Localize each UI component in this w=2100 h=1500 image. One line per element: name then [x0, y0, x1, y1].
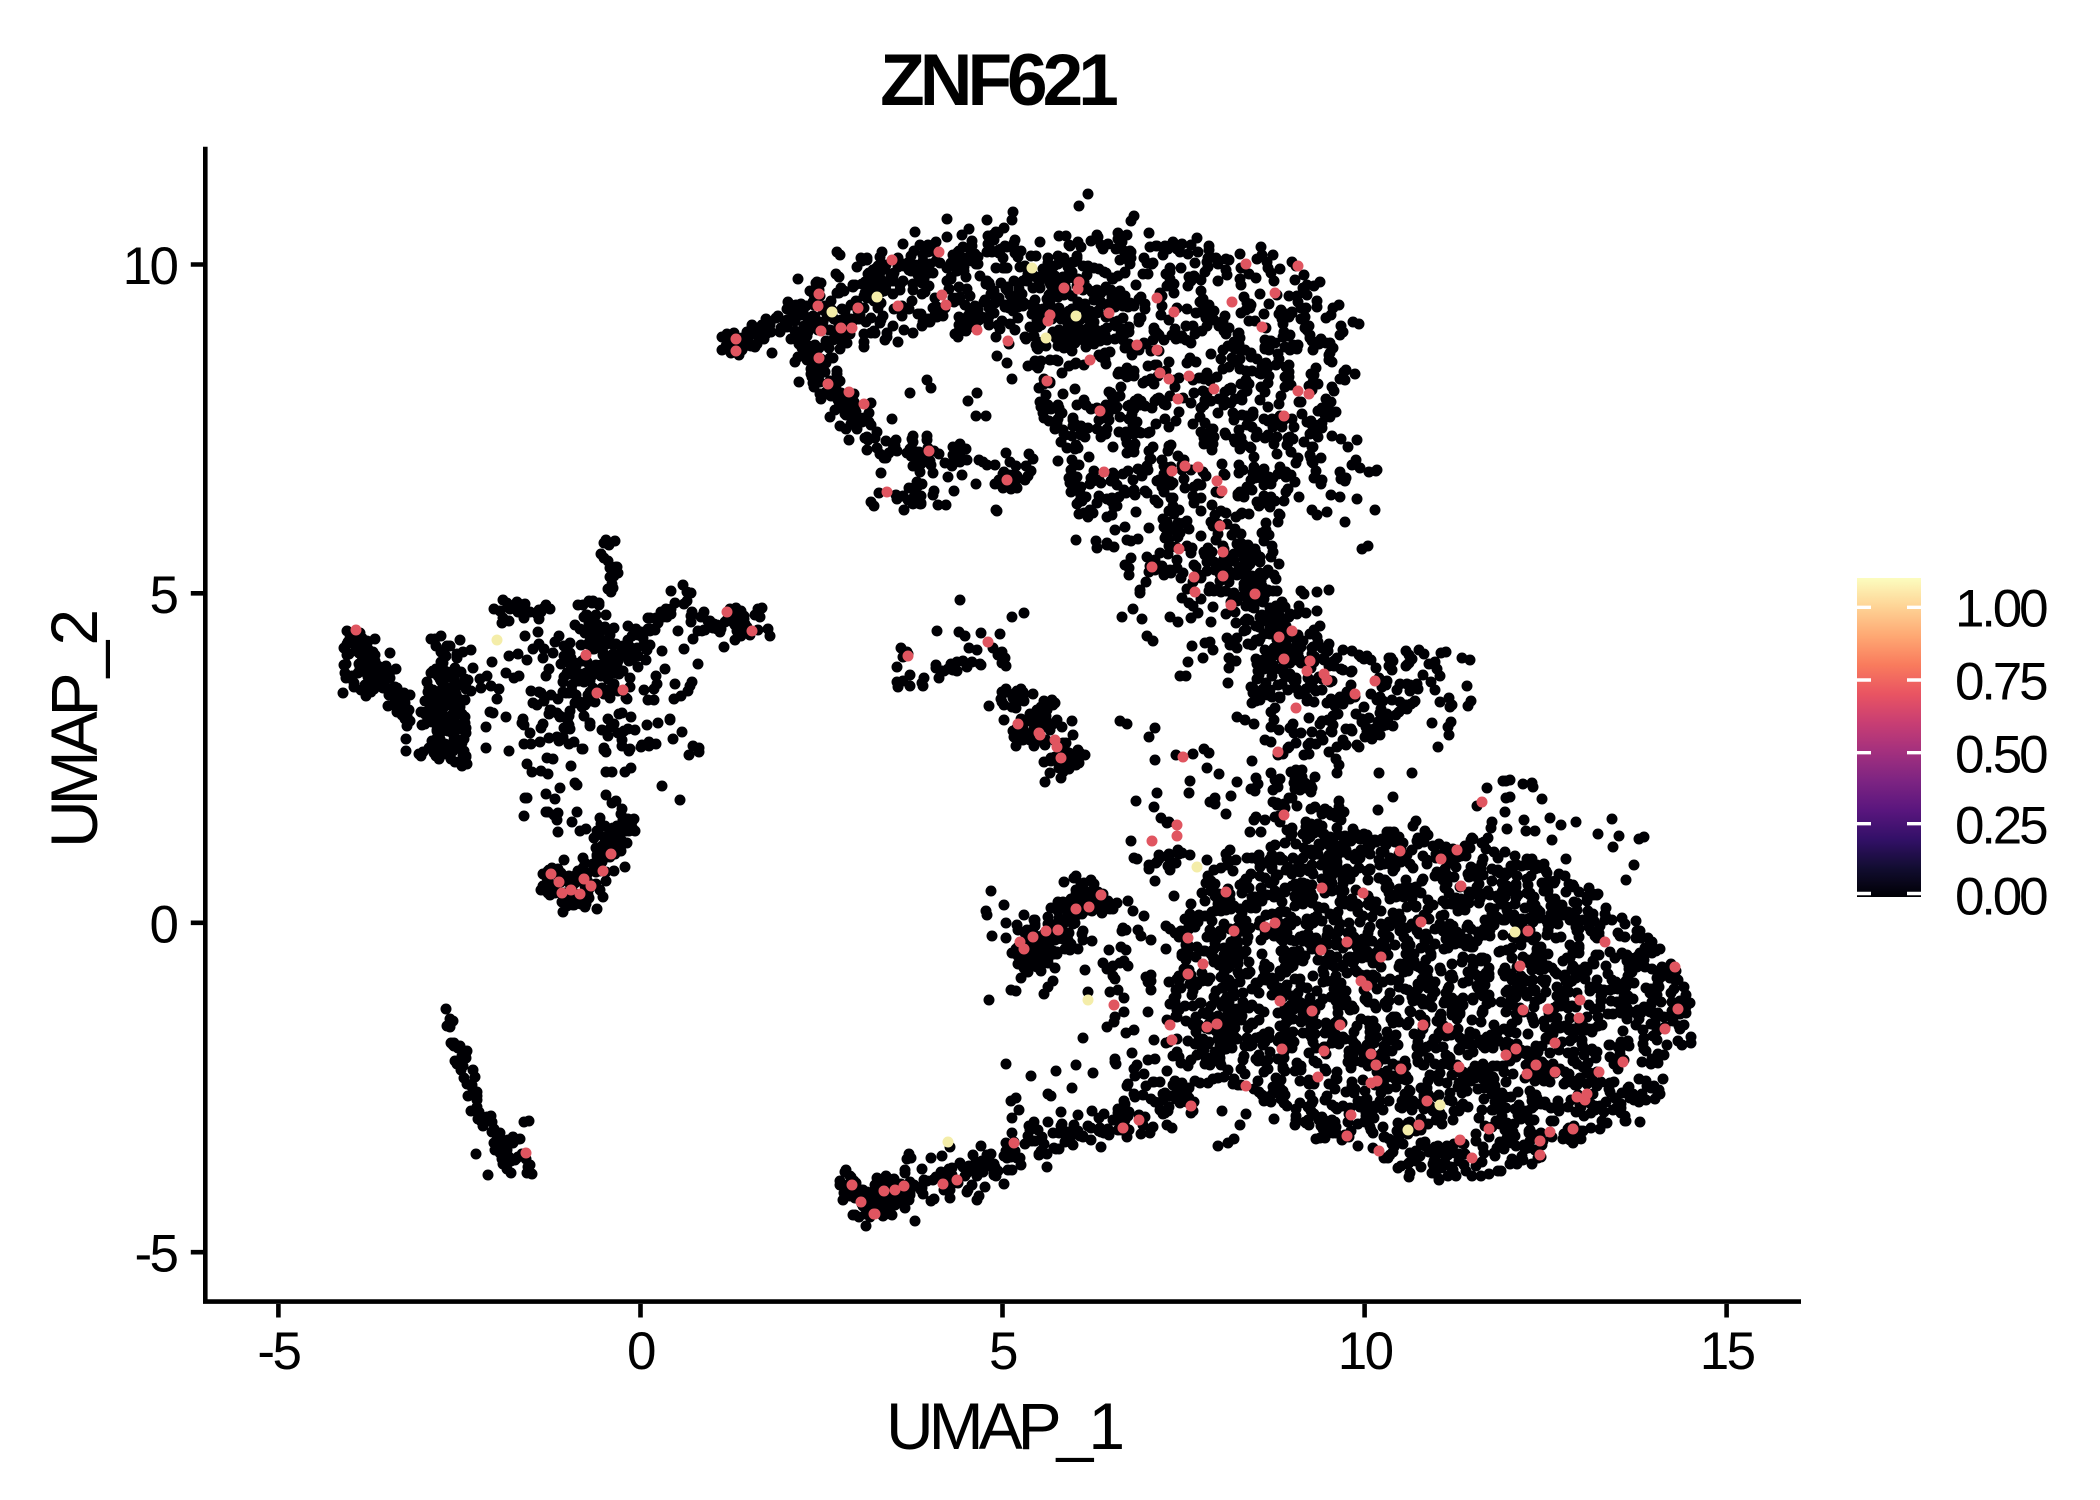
svg-text:0: 0	[627, 1322, 655, 1381]
svg-text:0.00: 0.00	[1955, 868, 2047, 927]
svg-text:15: 15	[1700, 1322, 1755, 1381]
svg-text:5: 5	[989, 1322, 1017, 1381]
svg-text:1.00: 1.00	[1955, 580, 2047, 639]
svg-text:10: 10	[123, 237, 178, 296]
svg-text:10: 10	[1338, 1322, 1393, 1381]
svg-text:-5: -5	[257, 1322, 300, 1381]
svg-text:0.75: 0.75	[1955, 653, 2047, 712]
svg-text:ZNF621: ZNF621	[880, 40, 1117, 121]
svg-text:0: 0	[150, 895, 178, 954]
svg-text:UMAP_1: UMAP_1	[886, 1389, 1122, 1463]
svg-text:UMAP_2: UMAP_2	[37, 612, 111, 848]
svg-text:5: 5	[150, 566, 178, 625]
svg-text:0.25: 0.25	[1955, 797, 2047, 856]
svg-text:0.50: 0.50	[1955, 726, 2047, 785]
svg-text:-5: -5	[134, 1225, 177, 1284]
